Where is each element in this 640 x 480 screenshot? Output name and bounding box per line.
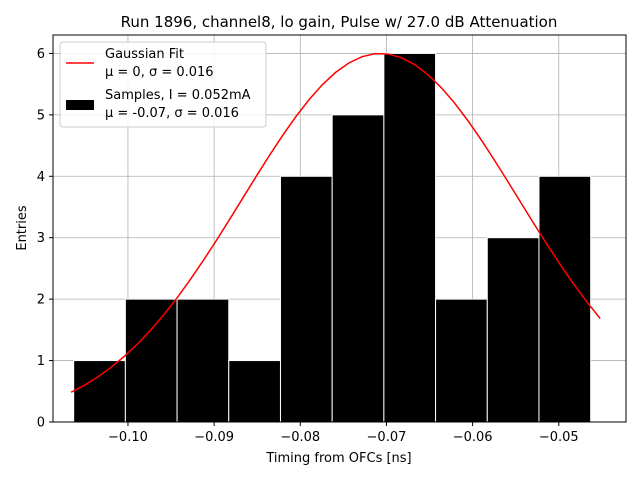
histogram-bar xyxy=(279,175,333,423)
axis-ticks: −0.10 −0.09 −0.08 −0.07 −0.06 −0.05 0 1 2 3 4 5 6 xyxy=(37,47,579,445)
histogram-bar xyxy=(228,360,281,423)
histogram-bar xyxy=(73,360,126,423)
y-tick-label: 5 xyxy=(37,108,45,123)
legend-fit-label: Gaussian Fit xyxy=(105,47,184,62)
x-tick-label: −0.09 xyxy=(194,430,234,445)
y-tick-label: 2 xyxy=(37,293,45,308)
histogram-bar xyxy=(435,298,488,423)
x-tick-label: −0.06 xyxy=(453,430,493,445)
histogram-bar xyxy=(486,237,540,423)
x-tick-label: −0.05 xyxy=(539,430,579,445)
gaussian-fit-curve xyxy=(70,52,601,393)
histogram-bar xyxy=(124,298,178,423)
chart-title: Run 1896, channel8, lo gain, Pulse w/ 27… xyxy=(121,13,558,31)
x-tick-label: −0.10 xyxy=(108,430,148,445)
legend-hist-stats: μ = -0.07, σ = 0.016 xyxy=(105,106,239,121)
histogram-bars xyxy=(73,52,592,423)
legend-box xyxy=(59,41,267,128)
y-tick-label: 4 xyxy=(37,170,45,185)
y-tick-label: 3 xyxy=(37,231,45,246)
x-axis-title: Timing from OFCs [ns] xyxy=(265,451,411,466)
legend: Gaussian Fit μ = 0, σ = 0.016 Samples, I… xyxy=(59,41,267,128)
gaussian-fit xyxy=(70,52,601,393)
histogram-bar xyxy=(383,52,437,423)
plot-frame xyxy=(52,34,627,423)
legend-hist-swatch xyxy=(66,100,94,110)
histogram-bar xyxy=(331,114,385,423)
legend-fit-stats: μ = 0, σ = 0.016 xyxy=(105,65,214,80)
legend-hist-label: Samples, I = 0.052mA xyxy=(105,88,251,103)
y-axis-title: Entries xyxy=(15,205,30,251)
histogram-bar xyxy=(176,298,230,423)
y-tick-label: 6 xyxy=(37,47,45,62)
y-tick-label: 1 xyxy=(37,354,45,369)
x-tick-label: −0.08 xyxy=(280,430,320,445)
histogram-bar xyxy=(538,175,592,423)
x-tick-label: −0.07 xyxy=(367,430,407,445)
y-tick-label: 0 xyxy=(37,416,45,431)
